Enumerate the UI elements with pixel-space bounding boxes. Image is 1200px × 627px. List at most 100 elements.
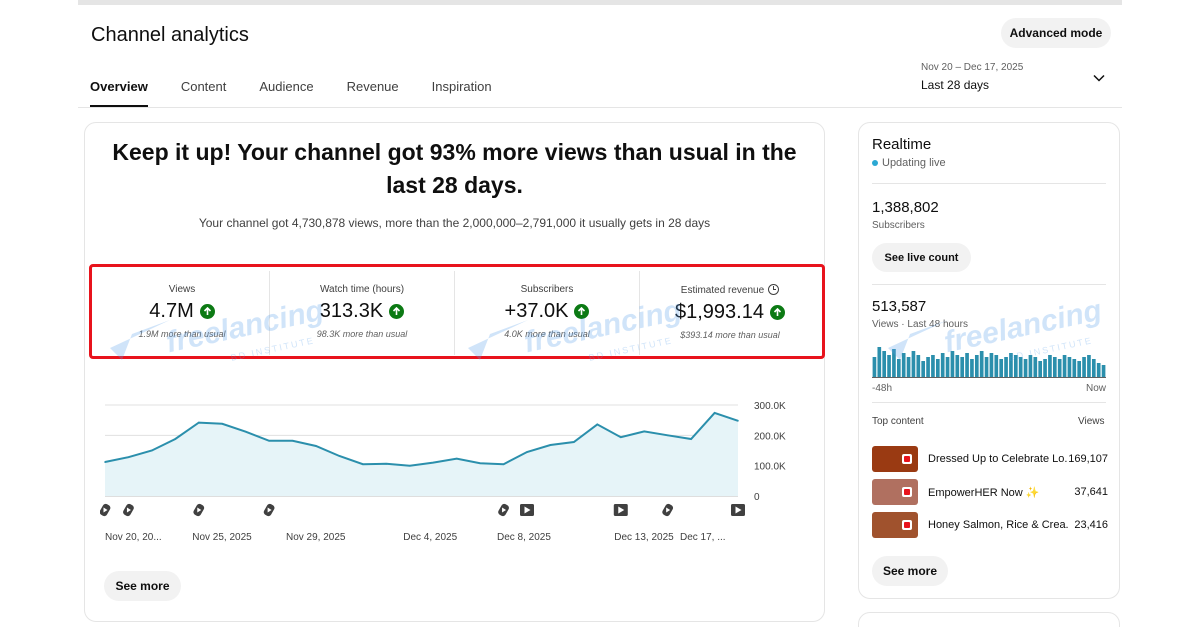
realtime-divider [872,402,1106,403]
metric-watch-time[interactable]: Watch time (hours) 313.3K 98.3K more tha… [270,273,454,353]
x-tick-label: Dec 17, ... [680,532,726,543]
realtime-bar [892,349,896,377]
metric-label: Estimated revenue [680,285,765,296]
metric-sub: $393.14 more than usual [680,330,780,340]
data-point [643,430,646,433]
data-point [104,461,106,463]
arrow-up-icon [199,304,215,319]
data-point [385,463,388,465]
data-point [338,455,341,457]
y-tick-label: 200.0K [754,431,786,442]
top-content-heading: Top content [872,416,924,427]
metric-revenue[interactable]: Estimated revenue $1,993.14 $393.14 more… [640,273,820,353]
x-tick-label: Dec 4, 2025 [403,532,457,543]
realtime-axis-end: Now [1086,383,1107,394]
shorts-icon [662,503,674,517]
page-title: Channel analytics [91,24,249,46]
metric-label: Watch time (hours) [319,284,405,295]
realtime-divider [872,183,1106,184]
realtime-see-more-button[interactable]: See more [872,556,948,586]
metric-value: 313.3K [319,300,384,322]
shorts-badge-icon [902,487,912,497]
clock-icon [768,284,780,295]
top-content-item[interactable]: Honey Salmon, Rice & Crea... 23,416 [872,512,1108,538]
summary-subline: Your channel got 4,730,878 views, more t… [198,216,711,230]
realtime-bar [965,353,969,377]
top-content-item[interactable]: EmpowerHER Now ✨ 37,641 [872,479,1108,505]
realtime-views-label: Views · Last 48 hours [872,319,968,330]
realtime-bar [1091,359,1096,377]
realtime-bar [921,361,926,377]
arrow-up-icon [574,304,590,319]
realtime-bar [906,357,911,377]
realtime-bar-chart[interactable] [872,345,1106,379]
shorts-icon [263,503,275,517]
realtime-bar [931,355,935,377]
data-point [549,444,552,446]
realtime-bar [896,359,901,377]
data-point [455,457,458,460]
realtime-bar [1009,353,1013,377]
tab-content[interactable]: Content [180,79,227,94]
data-point [573,441,575,443]
data-point [221,423,224,425]
realtime-bar [960,357,965,377]
realtime-bar [1033,357,1038,377]
realtime-bar [1087,355,1091,377]
realtime-bar [950,351,955,377]
date-range-text: Nov 20 – Dec 17, 2025 [921,62,1024,73]
top-content-title: Dressed Up to Celebrate Lo... [928,453,1068,465]
metric-divider [639,271,640,355]
realtime-bar [940,353,945,377]
date-range-picker[interactable]: Nov 20 – Dec 17, 2025 Last 28 days [921,62,1023,92]
realtime-bar [1082,357,1086,377]
realtime-bar [911,351,916,377]
shorts-icon [100,503,111,517]
tab-inspiration[interactable]: Inspiration [431,79,492,94]
data-point [690,438,692,440]
realtime-bar [984,357,989,377]
advanced-mode-button[interactable]: Advanced mode [1001,18,1111,48]
tabs-divider [78,107,1122,108]
data-point [737,419,739,422]
shorts-badge-icon [902,520,912,530]
views-chart[interactable]: 300.0K 200.0K 100.0K 0 Nov 20, 20... Nov 25, … [100,392,800,552]
realtime-bar [926,357,930,377]
video-icon [731,504,745,516]
video-thumbnail [872,479,918,505]
realtime-status: Updating live [872,157,946,169]
metric-sub: 1.9M more than usual [138,329,226,339]
tab-audience[interactable]: Audience [259,79,314,94]
see-more-button[interactable]: See more [104,571,181,601]
headline-line-1: Keep it up! Your channel got 93% more vi… [112,139,797,165]
data-point [197,421,200,424]
realtime-bar [945,357,950,377]
realtime-bar [935,359,940,377]
tab-revenue[interactable]: Revenue [346,79,399,94]
shorts-icon [193,503,205,517]
chevron-down-icon[interactable] [1093,72,1105,84]
realtime-bar [1052,357,1057,377]
video-icon [520,504,534,516]
realtime-bar [1018,357,1023,377]
realtime-axis-start: -48h [872,383,893,394]
metric-views[interactable]: Views 4.7M 1.9M more than usual [94,273,270,353]
x-tick-label: Dec 13, 2025 [614,532,674,543]
data-point [244,430,247,433]
metric-subscribers[interactable]: Subscribers +37.0K 4.0K more than usual [455,273,639,353]
date-range-label: Last 28 days [921,78,990,92]
tab-overview[interactable]: Overview [90,79,148,109]
metric-divider [269,271,270,355]
top-content-item[interactable]: Dressed Up to Celebrate Lo... 169,107 [872,446,1108,472]
metric-value: +37.0K [504,300,569,322]
data-point [362,463,364,465]
realtime-bar [1004,357,1008,377]
metric-divider [454,271,455,355]
realtime-bar [1062,355,1067,377]
metric-value: $1,993.14 [675,301,764,323]
overview-card [84,122,825,622]
data-point [174,438,177,440]
see-live-count-button[interactable]: See live count [872,243,971,272]
realtime-bar [887,355,891,377]
top-content-views: 23,416 [1074,519,1108,531]
